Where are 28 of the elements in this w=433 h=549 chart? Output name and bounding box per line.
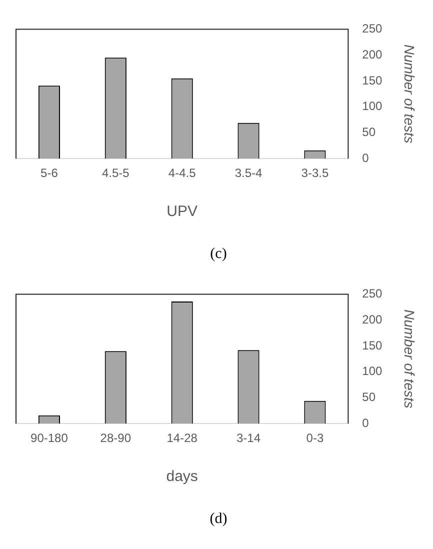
x-axis-title: days (166, 468, 198, 486)
text: (c) (210, 246, 227, 262)
y-tick-label: 100 (362, 99, 383, 114)
y-axis-title: Number of tests (402, 44, 418, 144)
y-tick-label: 0 (362, 416, 370, 430)
y-tick-label: 150 (362, 338, 383, 352)
x-tick-label: 5-6 (40, 166, 58, 180)
x-axis-title: UPV (166, 203, 198, 220)
text: (d) (210, 510, 228, 527)
y-tick-label: 200 (362, 47, 383, 62)
x-tick-label: 28-90 (100, 431, 132, 446)
x-tick-label: 90-180 (30, 431, 68, 446)
y-tick-label: 200 (362, 312, 383, 326)
y-tick-label: 50 (362, 125, 376, 140)
x-tick-label: 3-3.5 (301, 166, 329, 180)
x-tick-label: 14-28 (166, 431, 198, 446)
x-tick-label: 3.5-4 (234, 166, 263, 180)
y-tick-label: 0 (362, 150, 370, 165)
y-tick-label: 50 (362, 390, 376, 404)
y-tick-label: 100 (362, 364, 383, 378)
x-tick-label: 0-3 (306, 431, 324, 446)
y-tick-label: 250 (362, 22, 383, 36)
y-tick-label: 250 (362, 286, 383, 301)
y-tick-label: 150 (362, 73, 383, 88)
x-tick-label: 4.5-5 (102, 166, 130, 180)
y-axis-title: Number of tests (402, 309, 418, 408)
x-tick-label: 4-4.5 (168, 166, 196, 180)
x-tick-label: 3-14 (236, 431, 261, 446)
